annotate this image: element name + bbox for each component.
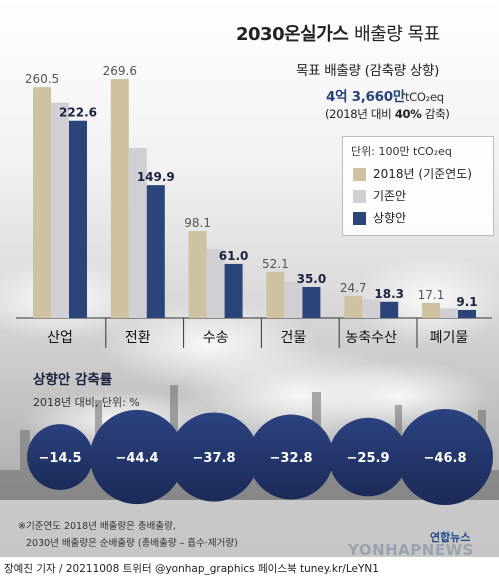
category-label-4: 농축수산 (345, 330, 397, 346)
reduction-value-3: −32.8 (270, 451, 313, 466)
reduction-value-0: −14.5 (39, 451, 82, 466)
unit-label: 단위: 100만 tCO₂eq (351, 145, 452, 158)
bar-label-raised-4: 18.3 (374, 287, 404, 301)
reduction-value-1: −44.4 (116, 451, 159, 466)
bar-existing-1 (128, 147, 147, 318)
legend: 단위: 100만 tCO₂eq 2018년 (기준연도) 기존안 상향안 (342, 136, 494, 236)
title-main: 2030온실가스 (236, 24, 349, 45)
reduction-value-2: −37.8 (193, 451, 236, 466)
compare-suffix: 감축) (424, 107, 450, 121)
bar-label-raised-3: 35.0 (297, 272, 327, 286)
bottom-haze (0, 500, 499, 557)
bar-label-raised-1: 149.9 (137, 170, 175, 184)
title-light: 배출량 목표 (354, 24, 440, 45)
category-label-2: 수송 (203, 330, 229, 346)
reduction-circle-0 (27, 424, 93, 490)
target-label: 목표 배출량 (감축량 상향) (296, 63, 440, 79)
bar-raised-0 (69, 120, 87, 318)
bar-raised-5 (458, 309, 476, 318)
bar-label-raised-5: 9.1 (456, 295, 477, 309)
credit-line: 장예진 기자 / 20211008 트위터 @yonhap_graphics 페… (4, 563, 379, 575)
bar-2018-2 (188, 231, 207, 318)
bar-existing-5 (440, 308, 458, 318)
category-label-3: 건물 (281, 330, 307, 346)
reduction-circle-4 (328, 417, 408, 497)
bar-label-2018-3: 52.1 (262, 257, 289, 271)
bar-label-raised-0: 222.6 (59, 106, 97, 120)
bar-raised-1 (146, 185, 165, 318)
bar-series-group (33, 79, 476, 319)
reduction-circle-5 (397, 409, 493, 505)
bar-2018-0 (33, 87, 51, 319)
category-label-5: 폐기물 (430, 330, 469, 346)
target-compare: (2018년 대비 40% 감축) (325, 106, 450, 122)
reduction-circles: −14.5 −44.4 −37.8 −32.8 −25.9 −46.8 (27, 409, 493, 505)
bar-2018-4 (344, 296, 363, 318)
reduction-title: 상향안 감축률 (33, 372, 113, 388)
reduction-subtitle: 2018년 대비, 단위: % (33, 396, 140, 409)
bar-existing-3 (284, 281, 303, 318)
bar-value-labels: 260.5 222.6 269.6 149.9 98.1 61.0 52.1 35.0 24.7… (25, 64, 478, 309)
credit-bar: 장예진 기자 / 20211008 트위터 @yonhap_graphics 페… (0, 557, 499, 579)
reduction-circle-2 (169, 412, 259, 502)
legend-label-2018: 2018년 (기준연도) (373, 167, 472, 181)
chart-title: 2030온실가스 배출량 목표 (236, 20, 440, 46)
compare-percent: 40% (394, 107, 422, 121)
bar-raised-2 (224, 263, 243, 318)
bar-raised-3 (302, 286, 321, 318)
legend-swatch-existing (353, 190, 366, 203)
target-amount: 4억 3,660만 (326, 89, 405, 105)
bar-label-2018-1: 269.6 (103, 64, 137, 78)
bar-label-2018-2: 98.1 (184, 216, 211, 230)
compare-prefix: (2018년 대비 (325, 107, 392, 121)
bar-existing-2 (206, 248, 225, 318)
legend-swatch-raised (353, 212, 366, 225)
footnote-1: ※기준연도 2018년 배출량은 총배출량, (18, 521, 176, 532)
bar-existing-4 (362, 299, 381, 318)
target-unit: tCO₂eq (404, 90, 444, 104)
bar-2018-5 (422, 302, 440, 318)
reduction-circle-3 (248, 414, 334, 500)
bar-label-2018-0: 260.5 (25, 72, 59, 86)
footnote-2: 2030년 배출량은 순배출량 (총배출량 – 흡수·제거량) (26, 538, 238, 549)
legend-label-existing: 기존안 (373, 189, 407, 203)
reduction-value-4: −25.9 (347, 451, 390, 466)
bar-label-2018-5: 17.1 (418, 288, 445, 302)
yonhap-logo: 연합뉴스 (430, 531, 471, 544)
category-label-0: 산업 (47, 330, 73, 346)
watermark: YONHAPNEWS (348, 541, 474, 559)
target-value: 4억 3,660만tCO₂eq (326, 85, 444, 105)
category-labels: 산업 전환 수송 건물 농축수산 폐기물 (47, 318, 468, 348)
reduction-value-5: −46.8 (424, 451, 467, 466)
bar-2018-3 (266, 271, 285, 318)
bar-existing-0 (51, 102, 69, 318)
bar-2018-1 (110, 79, 129, 319)
legend-label-raised: 상향안 (373, 211, 407, 225)
legend-swatch-2018 (353, 168, 366, 181)
bar-label-2018-4: 24.7 (340, 281, 367, 295)
reduction-circle-1 (89, 409, 185, 505)
bar-raised-4 (380, 301, 399, 318)
category-label-1: 전환 (125, 330, 151, 346)
bar-label-raised-2: 61.0 (219, 249, 249, 263)
